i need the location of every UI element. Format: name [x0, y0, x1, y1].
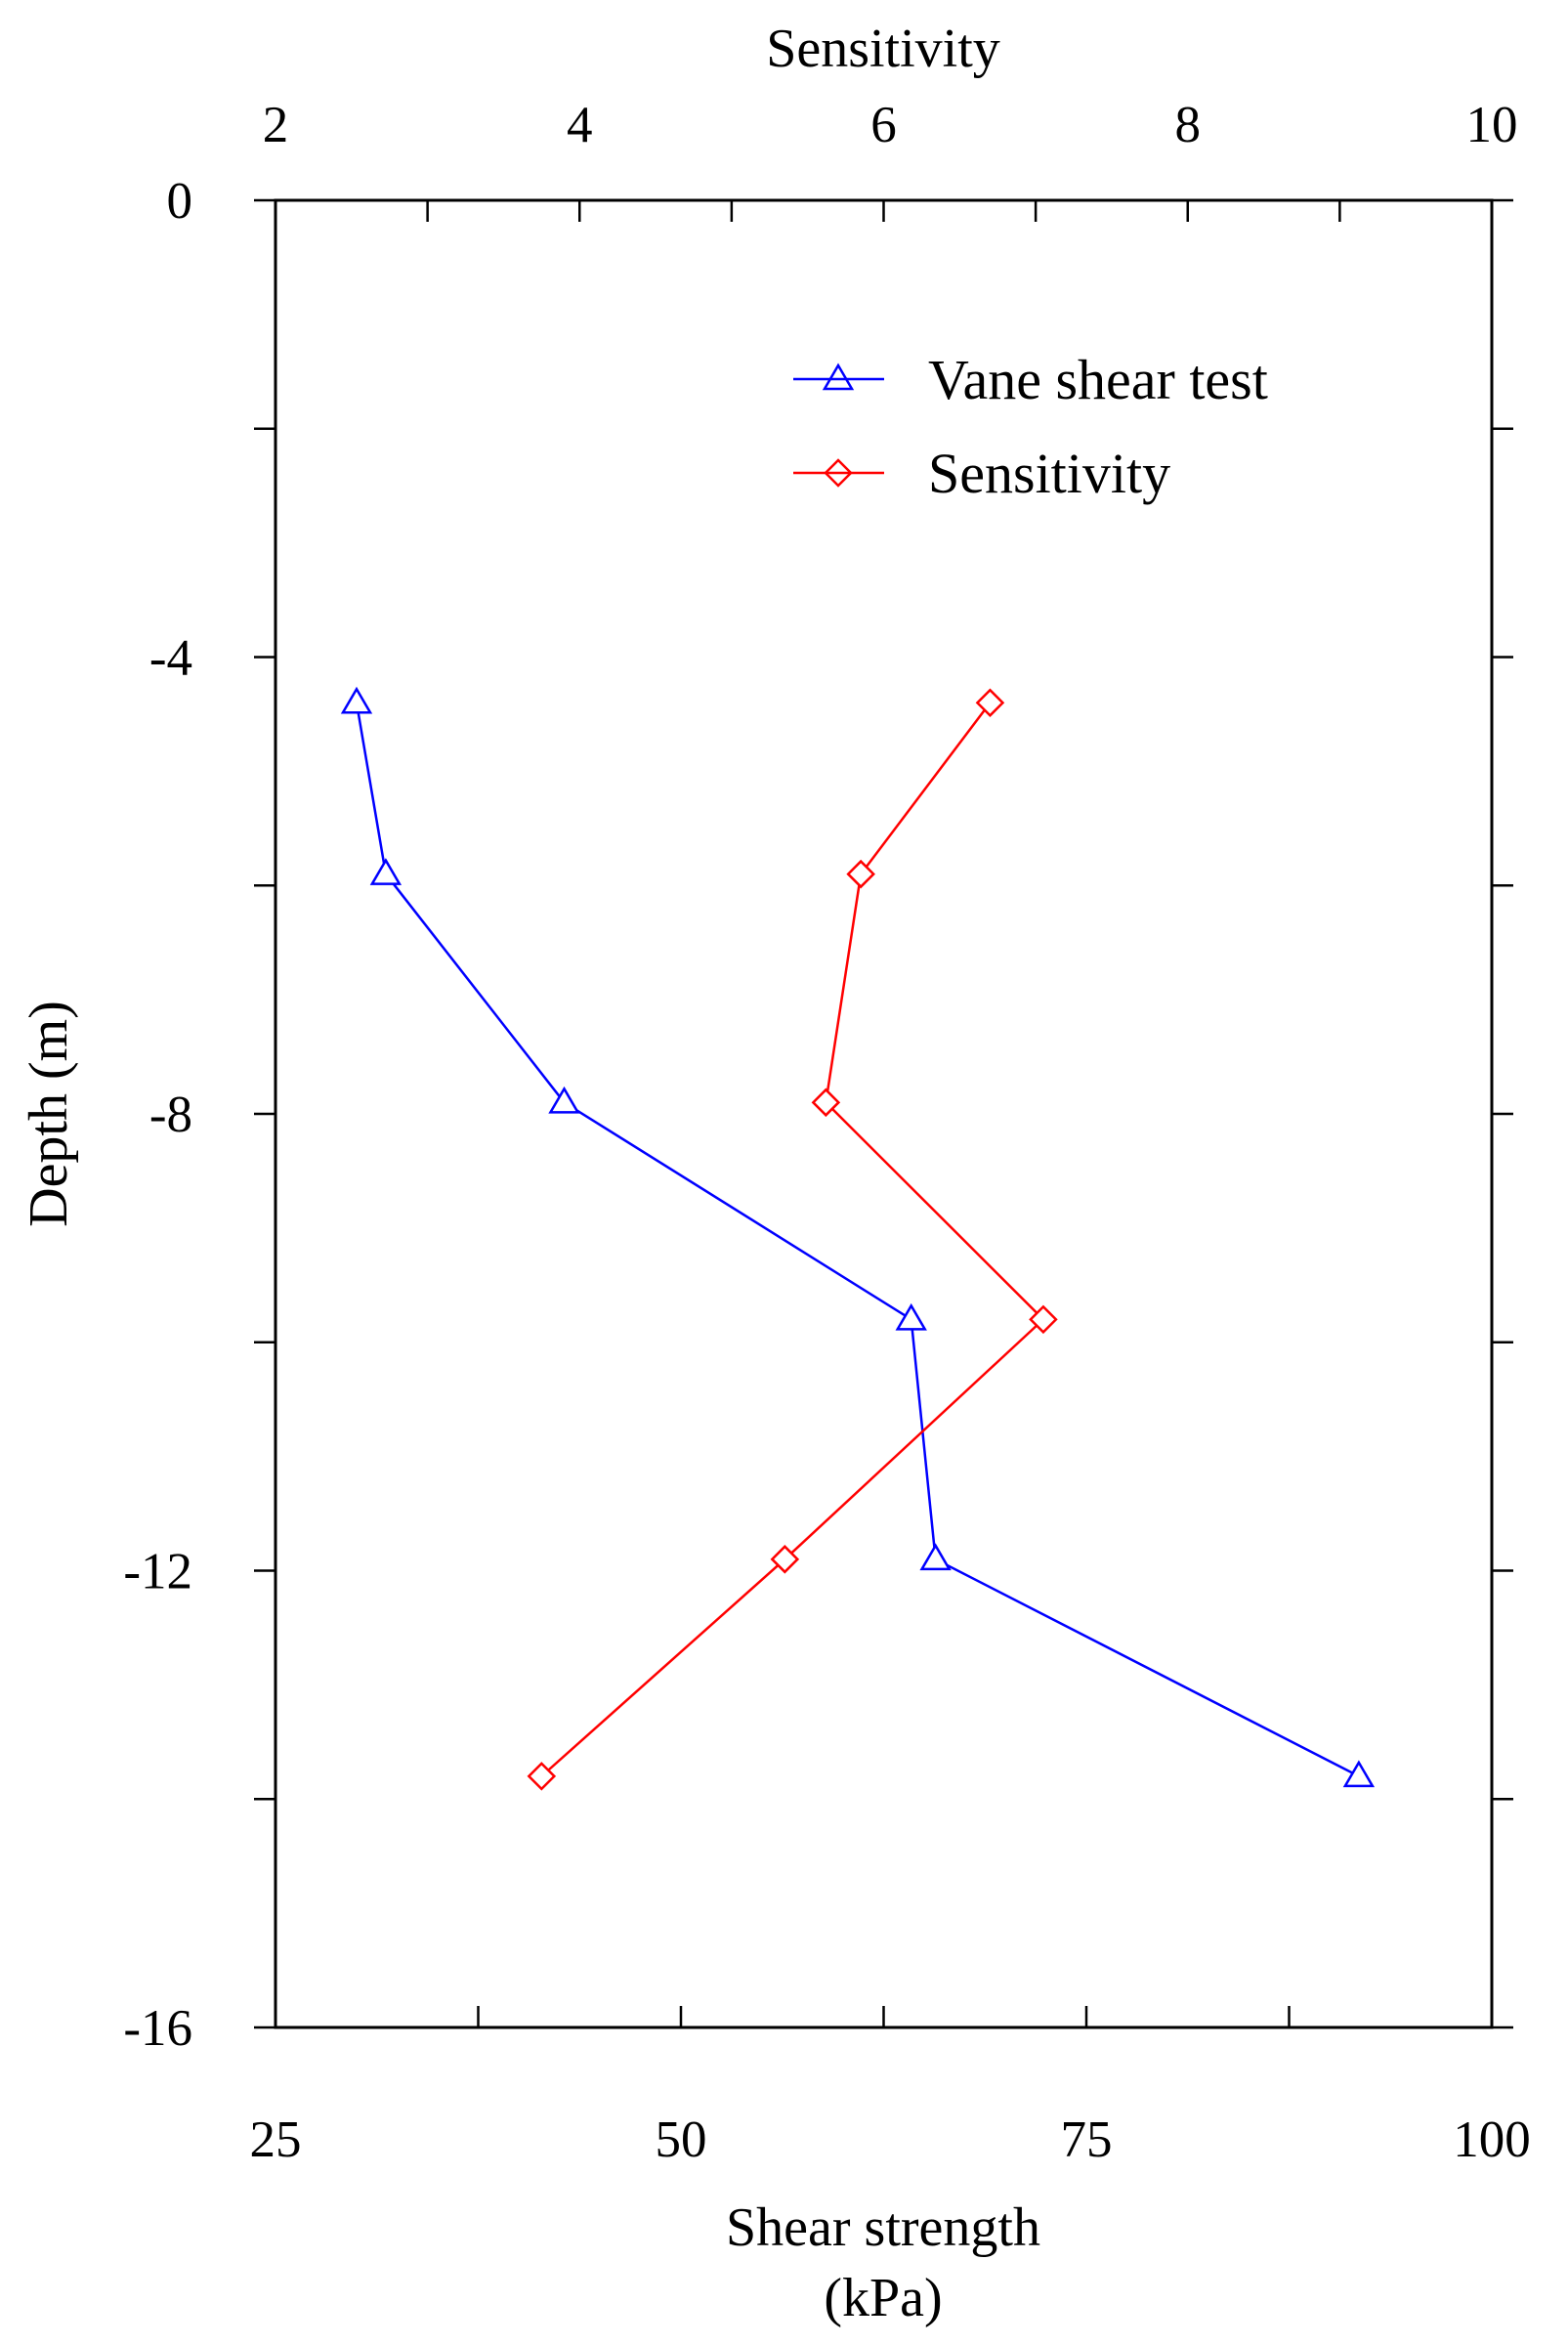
top-axis-title: Sensitivity	[766, 19, 1000, 79]
legend: Vane shear test Sensitivity	[793, 348, 1268, 505]
series-marker-diamond	[975, 688, 1005, 718]
legend-marker-sensitivity	[824, 458, 853, 488]
y-axis-tick-label: -12	[123, 1544, 192, 1600]
plot-frame	[274, 198, 1494, 2029]
series-marker-diamond	[770, 1545, 800, 1574]
top-axis-tick-label: 4	[567, 97, 593, 153]
top-axis-tick-label: 8	[1175, 97, 1202, 153]
bottom-axis-tick-label: 25	[250, 2111, 302, 2168]
series-marker-diamond	[811, 1087, 841, 1118]
top-axis-tick-label: 6	[870, 97, 897, 153]
series-line-0	[355, 703, 1360, 1777]
series-marker-diamond	[846, 859, 875, 889]
bottom-axis-tick-label: 100	[1453, 2111, 1531, 2168]
y-axis-tick-label: 0	[167, 173, 193, 230]
ticks	[254, 198, 1513, 2029]
series-line-1	[540, 702, 1045, 1777]
series-marker-triangle	[1342, 1760, 1376, 1788]
series-layer	[340, 686, 1376, 1791]
series-marker-diamond	[1029, 1304, 1058, 1335]
y-axis-tick-label: -16	[123, 2000, 192, 2057]
y-axis-title: Depth (m)	[19, 1001, 79, 1227]
y-axis-tick-label: -8	[149, 1087, 192, 1143]
top-axis-tick-label: 10	[1466, 97, 1518, 153]
top-axis-tick-label: 2	[263, 97, 289, 153]
legend-label-vane: Vane shear test	[928, 348, 1268, 411]
series-marker-triangle	[548, 1086, 580, 1114]
series-marker-triangle	[340, 686, 373, 714]
bottom-axis-title-line1: Shear strength	[726, 2197, 1040, 2258]
legend-label-sensitivity: Sensitivity	[928, 442, 1170, 505]
series-marker-diamond	[527, 1762, 557, 1791]
bottom-axis-tick-label: 75	[1061, 2111, 1113, 2168]
bottom-axis-title-line2: (kPa)	[824, 2268, 942, 2328]
legend-marker-vane	[822, 362, 855, 391]
series-marker-triangle	[919, 1543, 952, 1571]
bottom-axis-tick-label: 50	[656, 2111, 707, 2168]
series-marker-triangle	[369, 858, 403, 885]
series-marker-triangle	[895, 1302, 927, 1331]
y-axis-tick-label: -4	[149, 630, 192, 687]
